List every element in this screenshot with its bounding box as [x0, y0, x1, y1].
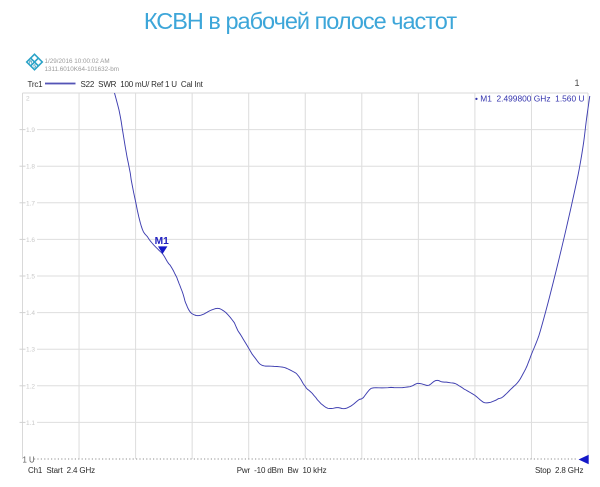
svg-text:1.5: 1.5	[26, 274, 35, 281]
svg-text:1/29/2016 10:00:02 AM: 1/29/2016 10:00:02 AM	[45, 58, 110, 65]
svg-text:Pwr -10 dBm Bw 10 kHz: Pwr -10 dBm Bw 10 kHz	[237, 466, 327, 475]
svg-text:Stop 2.8 GHz: Stop 2.8 GHz	[535, 466, 583, 475]
svg-text:1 U: 1 U	[23, 456, 36, 465]
svg-text:S22 SWR 100 mU/ Ref 1 U Cal: S22 SWR 100 mU/ Ref 1 U Cal Int	[81, 80, 204, 89]
svg-text:1.8: 1.8	[26, 164, 35, 171]
svg-text:1.1: 1.1	[26, 420, 35, 427]
svg-text:M1: M1	[155, 236, 169, 247]
svg-text:1311.6010K64-101632-bm: 1311.6010K64-101632-bm	[45, 66, 119, 73]
svg-text:2: 2	[26, 96, 30, 103]
svg-text:1.3: 1.3	[26, 347, 35, 354]
svg-text:Ch1 Start 2.4 GHz: Ch1 Start 2.4 GHz	[28, 466, 95, 475]
svg-text:1.2: 1.2	[26, 383, 35, 390]
svg-text:1.9: 1.9	[26, 127, 35, 134]
svg-text:1: 1	[575, 78, 580, 88]
svg-text:Trc1: Trc1	[28, 80, 44, 89]
svg-text:R: R	[29, 60, 32, 65]
svg-text:S: S	[33, 64, 36, 69]
svg-text:1.4: 1.4	[26, 310, 35, 317]
svg-text:1.7: 1.7	[26, 200, 35, 207]
svg-text:• M1 2.499800 GHz 1.560 U: • M1 2.499800 GHz 1.560 U	[475, 94, 585, 104]
svg-text:1.6: 1.6	[26, 237, 35, 244]
